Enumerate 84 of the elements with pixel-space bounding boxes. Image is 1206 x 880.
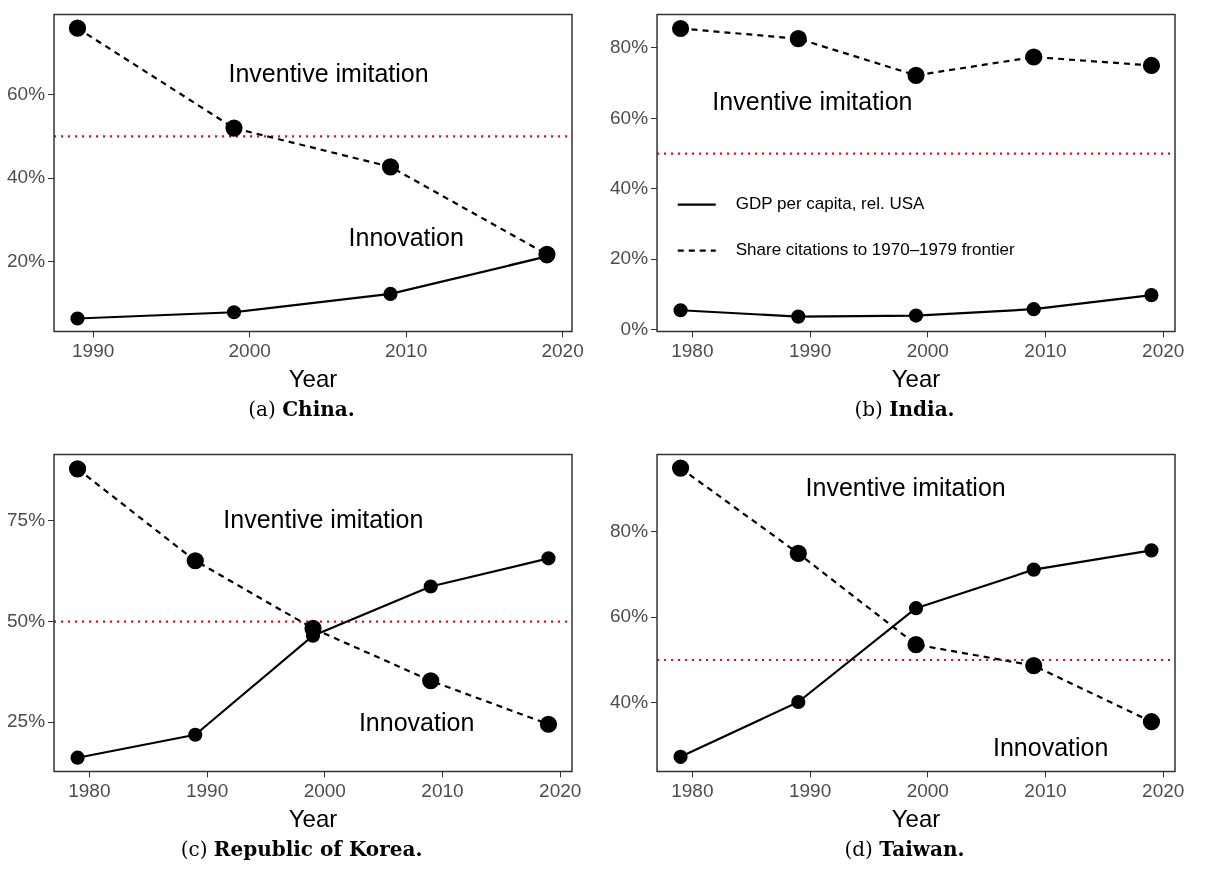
x-tick-label: 2010 xyxy=(384,340,428,362)
x-tick-label: 2010 xyxy=(1024,340,1067,362)
point xyxy=(225,119,243,137)
point xyxy=(70,311,85,326)
point xyxy=(188,727,203,742)
point xyxy=(423,579,438,594)
x-axis-title: Year xyxy=(288,805,338,833)
legend-label: GDP per capita, rel. USA xyxy=(735,194,926,214)
point xyxy=(68,19,87,37)
point xyxy=(186,552,204,570)
point xyxy=(671,19,690,38)
y-tick-label: 75% xyxy=(7,509,46,531)
x-tick-label: 1990 xyxy=(185,780,229,802)
x-tick-label: 2020 xyxy=(1142,780,1185,802)
y-tick-label: 60% xyxy=(610,605,649,627)
point xyxy=(789,544,807,562)
point xyxy=(1026,302,1041,317)
y-tick-label: 60% xyxy=(610,106,649,128)
y-tick-label: 40% xyxy=(610,176,649,198)
point xyxy=(539,715,558,733)
x-tick-label: 2000 xyxy=(303,780,346,802)
point xyxy=(908,308,924,323)
y-tick-label: 60% xyxy=(7,83,46,105)
annotation: Inventive imitation xyxy=(805,473,1006,502)
y-tick-label: 0% xyxy=(620,317,649,339)
x-tick-label: 2000 xyxy=(906,780,949,802)
point xyxy=(381,158,400,176)
x-tick-label: 1990 xyxy=(788,340,832,362)
annotation: Inventive imitation xyxy=(223,504,424,533)
point xyxy=(673,749,688,764)
y-tick-label: 25% xyxy=(7,710,46,732)
point xyxy=(1144,543,1159,558)
point xyxy=(1025,48,1043,66)
point xyxy=(907,636,925,654)
y-tick-label: 80% xyxy=(610,519,649,541)
point xyxy=(1142,713,1161,731)
point xyxy=(1025,656,1043,675)
x-tick-label: 2020 xyxy=(1142,340,1185,362)
point xyxy=(541,551,556,566)
x-tick-label: 1980 xyxy=(671,340,714,362)
y-tick-label: 80% xyxy=(610,36,649,58)
point xyxy=(791,309,806,324)
text: (b) India. xyxy=(854,397,955,421)
point xyxy=(908,601,924,616)
point xyxy=(1142,56,1161,75)
y-tick-label: 20% xyxy=(610,247,649,269)
y-tick-label: 20% xyxy=(7,249,46,271)
annotation: Innovation xyxy=(348,223,464,252)
x-tick-label: 2020 xyxy=(539,780,582,802)
x-tick-label: 2010 xyxy=(1024,780,1067,802)
point xyxy=(907,66,925,84)
y-tick-label: 40% xyxy=(610,691,649,713)
point xyxy=(671,459,690,477)
x-axis-title: Year xyxy=(288,365,338,393)
x-tick-label: 2000 xyxy=(228,340,271,362)
x-tick-label: 2010 xyxy=(421,780,464,802)
legend-label: Share citations to 1970–1979 frontier xyxy=(735,240,1015,260)
annotation: Inventive imitation xyxy=(228,58,429,87)
point xyxy=(68,460,87,478)
annotation: Innovation xyxy=(358,707,475,736)
y-tick-label: 50% xyxy=(7,609,46,631)
x-axis-title: Year xyxy=(891,805,941,833)
x-tick-label: 2000 xyxy=(906,340,949,362)
y-tick-label: 40% xyxy=(7,166,46,188)
point xyxy=(422,672,440,690)
annotation: Inventive imitation xyxy=(712,87,913,116)
point xyxy=(1144,288,1159,303)
text: (c) Republic of Korea. xyxy=(180,837,423,861)
annotation: Innovation xyxy=(993,733,1109,762)
text: (d) Taiwan. xyxy=(844,837,965,861)
point xyxy=(673,303,688,318)
x-tick-label: 2020 xyxy=(541,340,584,362)
x-axis-title: Year xyxy=(891,365,941,393)
point xyxy=(789,30,807,48)
point xyxy=(383,286,398,302)
x-tick-label: 1990 xyxy=(72,340,115,362)
x-tick-label: 1980 xyxy=(68,780,111,802)
point xyxy=(70,750,85,765)
x-tick-label: 1980 xyxy=(671,780,714,802)
point xyxy=(226,305,242,320)
point xyxy=(791,694,806,710)
text: (a) China. xyxy=(248,397,355,421)
x-tick-label: 1990 xyxy=(788,780,832,802)
point xyxy=(1026,562,1041,577)
